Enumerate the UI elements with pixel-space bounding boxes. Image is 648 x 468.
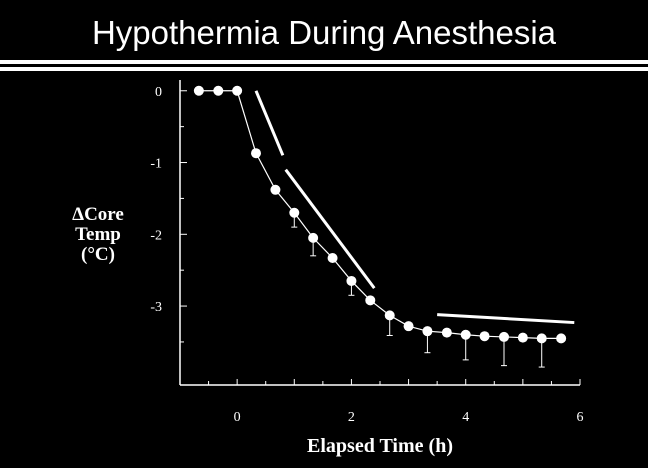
data-point <box>251 148 261 159</box>
data-point <box>403 321 414 332</box>
y-tick-label: 0 <box>155 85 162 100</box>
trend-line <box>284 168 376 290</box>
data-series <box>193 85 567 368</box>
data-point <box>460 329 471 340</box>
tick-labels: 0 2 4 6 0 -1 -2 -3 <box>150 85 583 425</box>
data-point <box>499 331 509 342</box>
data-point <box>556 333 567 344</box>
data-point <box>289 207 300 218</box>
trend-line <box>437 313 575 325</box>
x-tick-label: 0 <box>234 410 241 425</box>
x-tick-label: 2 <box>348 410 355 425</box>
data-point <box>384 310 395 321</box>
data-point <box>536 333 547 344</box>
title-rule-top <box>0 60 648 64</box>
trend-lines <box>254 90 575 325</box>
data-point <box>308 232 319 243</box>
y-axis-label-line-3: (°C) <box>81 244 115 265</box>
data-point <box>232 85 243 96</box>
slide-title: Hypothermia During Anesthesia <box>91 14 557 51</box>
data-point <box>193 85 204 96</box>
title-rule-bottom <box>0 67 648 71</box>
data-point <box>213 85 224 96</box>
y-tick-label: -2 <box>150 228 162 243</box>
series-line <box>198 90 562 339</box>
x-tick-label: 4 <box>462 410 469 425</box>
data-point <box>479 331 490 342</box>
data-point <box>365 295 376 306</box>
y-axis-label-line-1: ΔCore <box>72 204 124 225</box>
data-point <box>327 252 338 263</box>
data-point <box>270 184 281 195</box>
data-point <box>517 332 528 343</box>
data-point <box>346 275 357 286</box>
data-point <box>441 327 452 338</box>
x-tick-label: 6 <box>577 410 584 425</box>
y-tick-label: -3 <box>150 300 162 315</box>
x-axis-label: Elapsed Time (h) <box>307 435 453 457</box>
data-point <box>422 326 433 337</box>
axes <box>179 80 581 386</box>
trend-line <box>254 90 285 156</box>
y-axis-label-line-2: Temp <box>75 224 121 245</box>
y-tick-label: -1 <box>150 157 162 172</box>
